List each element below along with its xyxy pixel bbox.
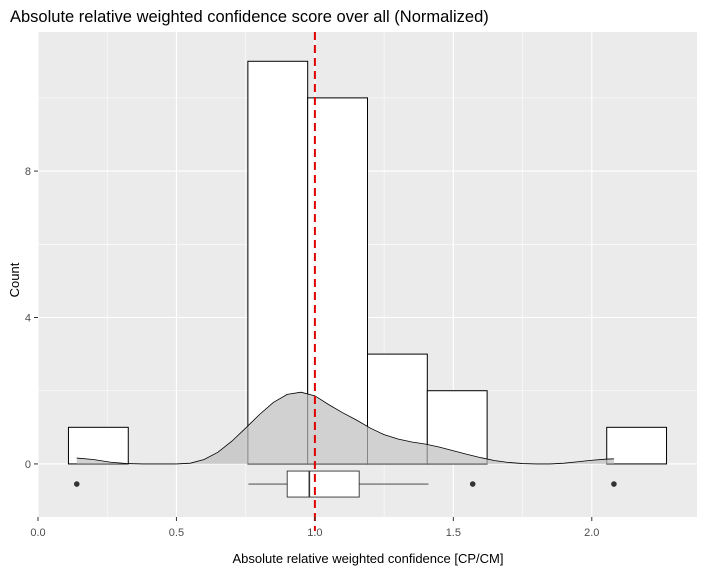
boxplot-box <box>286 470 360 498</box>
y-axis: 0 4 8 <box>25 166 38 471</box>
x-tick-label: 1.0 <box>307 527 322 539</box>
x-tick-label: 0.0 <box>30 527 45 539</box>
x-tick-label: 1.5 <box>446 527 461 539</box>
x-tick-label: 2.0 <box>584 527 599 539</box>
boxplot <box>73 470 617 498</box>
y-tick-label: 0 <box>25 459 31 471</box>
boxplot-outlier <box>73 481 80 487</box>
x-axis: 0.0 0.5 1.0 1.5 2.0 <box>30 517 599 539</box>
y-tick-label: 8 <box>25 166 31 178</box>
density-area <box>76 392 614 464</box>
y-tick-label: 4 <box>25 313 31 325</box>
histogram-bar <box>606 426 668 465</box>
boxplot-outlier <box>611 481 617 487</box>
boxplot-outlier <box>469 481 476 487</box>
x-tick-label: 0.5 <box>169 527 184 539</box>
x-axis-label: Absolute relative weighted confidence [C… <box>233 551 504 566</box>
histogram-bars <box>67 60 668 465</box>
density-line <box>76 391 614 465</box>
y-axis-label: Count <box>7 262 22 297</box>
chart-title: Absolute relative weighted confidence sc… <box>10 8 489 26</box>
density-layer <box>76 391 614 465</box>
